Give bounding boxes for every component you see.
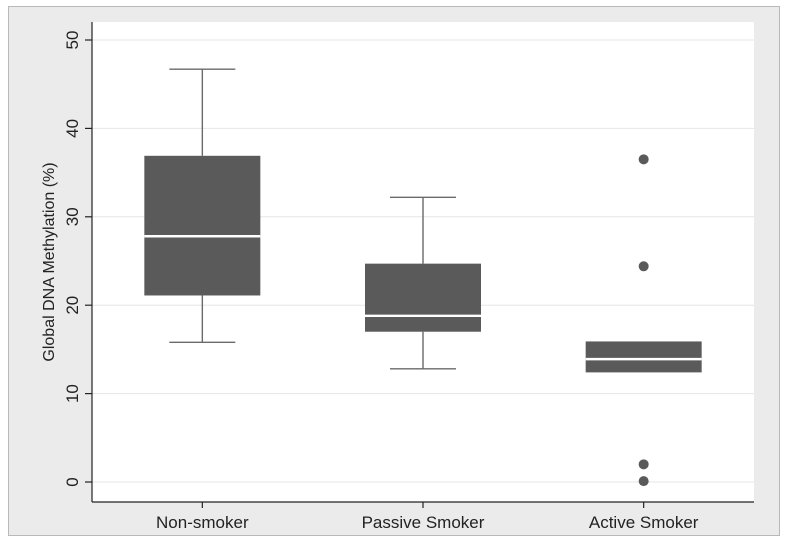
x-tick-label: Passive Smoker	[362, 513, 485, 532]
outlier-point	[638, 459, 649, 470]
iqr-box	[144, 155, 261, 296]
y-tick-label: 0	[63, 477, 82, 486]
iqr-box	[585, 341, 702, 373]
outlier-point	[638, 476, 649, 487]
boxes	[144, 68, 702, 487]
box-non-smoker	[144, 68, 261, 344]
x-tick-labels: Non-smoker Passive Smoker Active Smoker	[156, 502, 699, 532]
box-passive-smoker	[365, 196, 481, 370]
outlier-point	[638, 261, 649, 272]
y-tick-label: 10	[63, 384, 82, 403]
y-ticks: 0 10 20 30 40 50	[63, 31, 92, 487]
y-tick-label: 20	[63, 296, 82, 315]
x-tick-label: Non-smoker	[156, 513, 249, 532]
y-tick-label: 40	[63, 119, 82, 138]
x-tick-label: Active Smoker	[589, 513, 699, 532]
box-active-smoker	[585, 154, 702, 487]
y-tick-label: 50	[63, 31, 82, 50]
y-tick-label: 30	[63, 207, 82, 226]
outlier-point	[638, 154, 649, 165]
y-axis-title: Global DNA Methylation (%)	[41, 162, 58, 361]
iqr-box	[365, 263, 481, 332]
